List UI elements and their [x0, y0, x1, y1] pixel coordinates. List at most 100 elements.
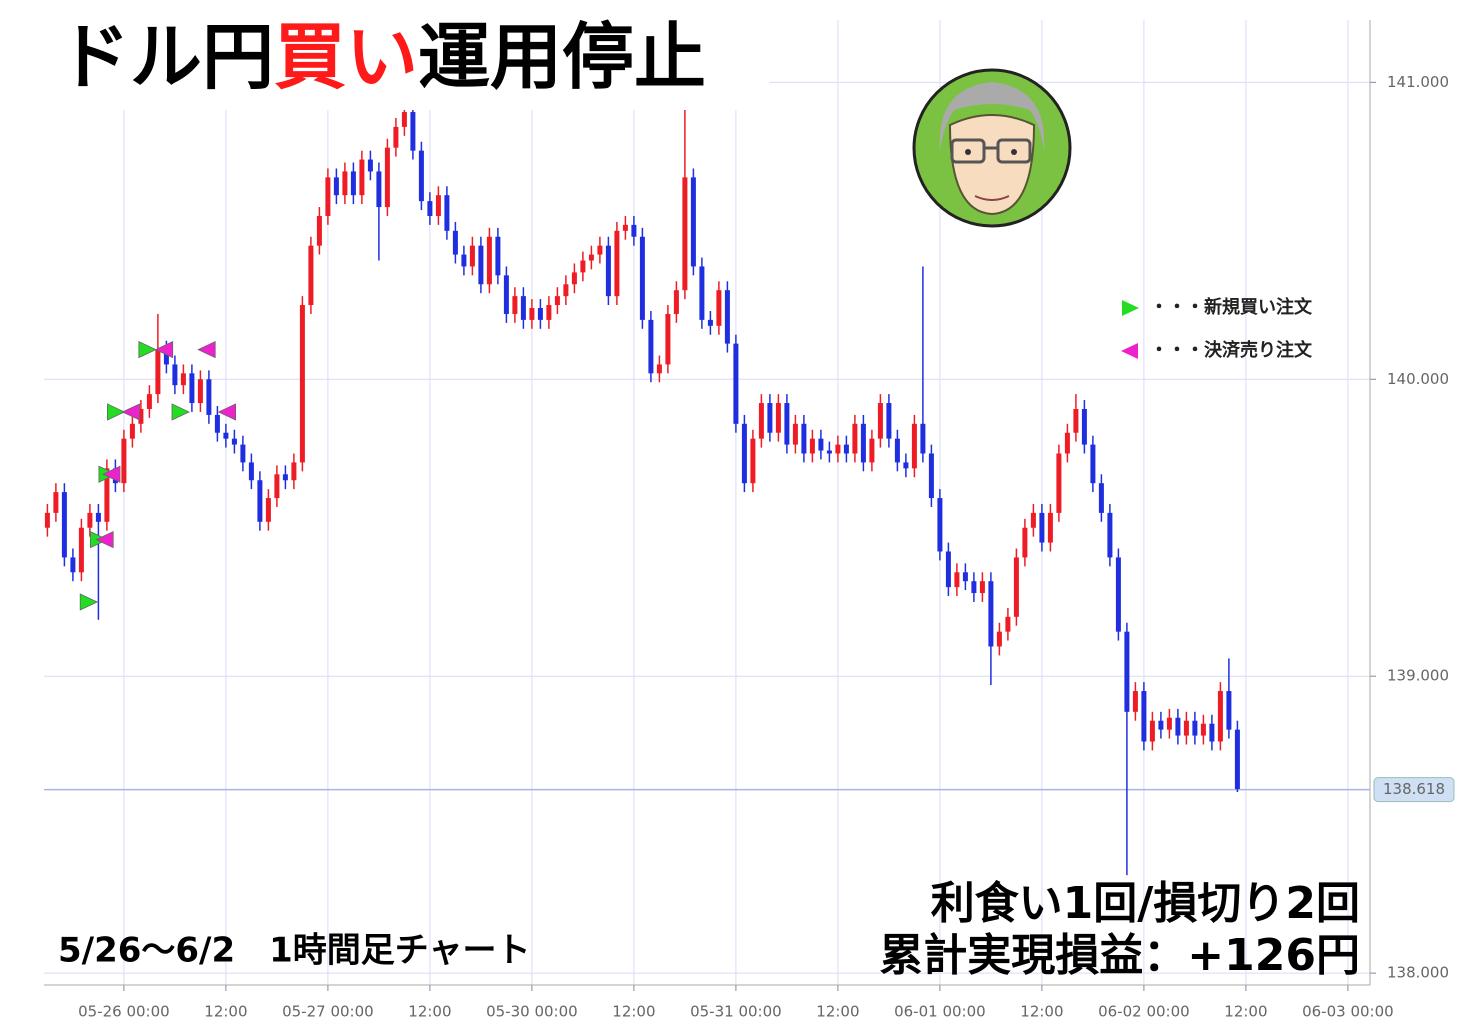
candle-body [962, 572, 968, 582]
candle-body [342, 171, 348, 196]
candle-body [206, 379, 212, 415]
x-tick-label: 12:00 [204, 1003, 247, 1021]
candle-body [741, 423, 747, 484]
candle-body [792, 423, 798, 445]
candle-body [197, 379, 203, 404]
candle-body [78, 527, 84, 573]
candle-body [163, 349, 169, 365]
candle-body [308, 245, 314, 306]
legend-label: ・・・決済売り注文 [1150, 339, 1313, 361]
candle-body [393, 126, 399, 148]
candle-body [1141, 691, 1147, 742]
candle-body [61, 492, 67, 558]
title-part: 運用停止 [418, 15, 706, 99]
candle-body [656, 364, 662, 374]
candle-body [282, 474, 288, 481]
last-price-box [1373, 777, 1455, 803]
candle-body [180, 373, 186, 386]
candle-body [291, 462, 297, 481]
candle-body [478, 245, 484, 285]
candle-body [673, 290, 679, 314]
result-line: 累計実現損益：+126円 [879, 930, 1360, 981]
candle-body [767, 403, 773, 433]
candle-body [1090, 444, 1096, 484]
x-tick-label: 06-03 00:00 [1302, 1003, 1394, 1021]
candle-body [937, 498, 943, 552]
candle-body [435, 195, 441, 216]
candle-body [1209, 723, 1215, 742]
legend-marker [1122, 300, 1139, 316]
title-background [44, 18, 769, 110]
candle-body [903, 462, 909, 469]
candle-body [945, 551, 951, 588]
candle-body [801, 423, 807, 454]
candle-body [257, 480, 263, 522]
candle-body [1132, 691, 1138, 712]
candle-body [1192, 720, 1198, 736]
candle-body [809, 438, 815, 454]
order-marker [107, 403, 126, 421]
candle-body [214, 414, 220, 433]
candle-body [835, 444, 841, 454]
candle-body [588, 254, 594, 261]
x-tick-label: 12:00 [408, 1003, 451, 1021]
candle-body [750, 438, 756, 484]
candle-body [1166, 717, 1172, 730]
candle-body [648, 319, 654, 374]
candle-body [682, 177, 688, 291]
order-marker [217, 403, 237, 421]
candle-body [248, 462, 254, 481]
candle-body [622, 224, 628, 231]
candle-body [53, 492, 59, 513]
candle-body [716, 290, 722, 326]
candle-body [733, 343, 739, 424]
candle-body [1149, 720, 1155, 742]
candle-body [818, 438, 824, 451]
x-tick-label: 05-30 00:00 [486, 1003, 578, 1021]
candle-body [690, 177, 696, 267]
candle-body [554, 296, 560, 306]
order-marker [171, 403, 190, 421]
y-tick-label: 140.000 [1387, 370, 1449, 388]
candle-body [274, 474, 280, 499]
candle-body [826, 450, 832, 454]
candle-body [758, 403, 764, 439]
candle-body [427, 201, 433, 216]
x-tick-label: 12:00 [816, 1003, 859, 1021]
candle-body [359, 159, 365, 196]
candle-body [376, 171, 382, 208]
candle-body [1005, 616, 1011, 632]
candle-body [724, 290, 730, 344]
order-marker [138, 340, 157, 359]
title-part: 買い [274, 15, 418, 99]
candle-body [461, 254, 467, 267]
candle-body [138, 408, 144, 424]
candle-body [70, 557, 76, 573]
candle-body [1098, 483, 1104, 513]
candle-body [971, 581, 977, 594]
candle-body [614, 230, 620, 297]
candle-body [299, 305, 305, 463]
candle-body [843, 444, 849, 454]
candle-body [104, 468, 110, 522]
plot: 138.618 [44, 97, 1455, 876]
candle-body [350, 171, 356, 196]
candle-body [469, 245, 475, 267]
candle-body [886, 403, 892, 439]
avatar [912, 68, 1072, 228]
candle-body [410, 112, 416, 151]
candle-body [44, 512, 50, 528]
candle-body [384, 147, 390, 208]
candle-body [546, 305, 552, 320]
x-tick-label: 05-31 00:00 [690, 1003, 782, 1021]
candle-body [1107, 512, 1113, 558]
legend-label: ・・・新規買い注文 [1150, 296, 1313, 318]
order-marker [154, 340, 174, 359]
y-tick-label: 138.000 [1387, 964, 1449, 982]
candle-body [1226, 691, 1232, 730]
candle-body [784, 403, 790, 445]
last-price-label: 138.618 [1383, 780, 1445, 798]
candle-body [954, 572, 960, 588]
